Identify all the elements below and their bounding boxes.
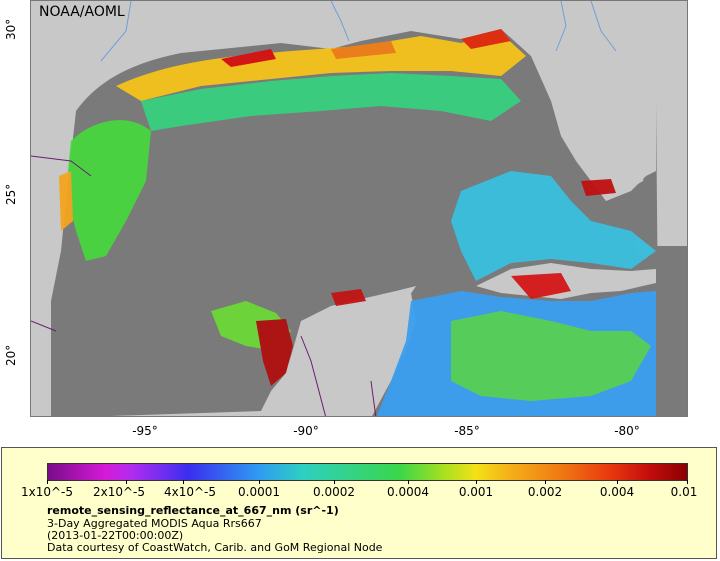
florida-land	[546, 16, 646, 191]
colorbar-label: 1x10^-5	[20, 485, 74, 499]
colorbar	[47, 463, 688, 481]
data-campeche-red	[256, 319, 293, 386]
data-cuba-red	[511, 273, 571, 299]
cb-tick-3	[183, 480, 184, 484]
data-caribbean-green	[451, 311, 651, 401]
colorbar-label: 0.01	[670, 485, 698, 499]
colorbar-label: 0.004	[599, 485, 635, 499]
data-coastal-red-2	[461, 29, 511, 49]
data-west-orange	[59, 171, 73, 231]
x-tick-95: -95°	[132, 424, 158, 438]
x-tick-85: -85°	[454, 424, 480, 438]
x-tick-80: -80°	[614, 424, 640, 438]
y-tick-30: 30°	[4, 18, 18, 40]
legend-title: remote_sensing_reflectance_at_667_nm (sr…	[47, 504, 339, 517]
x-tick-90: -90°	[293, 424, 319, 438]
colorbar-label: 4x10^-5	[163, 485, 217, 499]
cb-tick-5	[334, 480, 335, 484]
data-shelf-west	[66, 120, 151, 261]
data-shelf-north	[141, 73, 521, 131]
y-tick-25: 25°	[4, 183, 18, 205]
cb-tick-6	[408, 480, 409, 484]
cb-tick-4	[259, 480, 260, 484]
cuba-land	[476, 263, 656, 299]
data-coastal-orange	[331, 41, 396, 59]
y-tick-20: 20°	[4, 344, 18, 366]
legend-date: (2013-01-22T00:00:00Z)	[47, 529, 184, 542]
reflectance-data	[59, 29, 656, 416]
cb-tick-8	[545, 480, 546, 484]
data-florida-red	[581, 179, 616, 196]
data-coastal-north-red	[221, 49, 276, 67]
map-panel[interactable]: NOAA/AOML	[30, 0, 688, 417]
colorbar-label: 0.0001	[238, 485, 280, 499]
map-canvas	[31, 1, 687, 416]
cb-tick-2	[126, 480, 127, 484]
colorbar-label: 0.0004	[387, 485, 429, 499]
yucatan-land	[271, 293, 416, 416]
colorbar-label: 0.002	[527, 485, 563, 499]
legend-credit: Data courtesy of CoastWatch, Carib. and …	[47, 541, 383, 554]
cb-tick-9	[617, 480, 618, 484]
cb-tick-1	[47, 480, 48, 484]
map-credit: NOAA/AOML	[39, 4, 125, 20]
colorbar-label: 0.0002	[313, 485, 355, 499]
colorbar-label: 0.001	[458, 485, 494, 499]
legend-dataset: 3-Day Aggregated MODIS Aqua Rrs667	[47, 517, 262, 530]
cb-tick-10	[687, 480, 688, 484]
rivers	[100, 1, 617, 62]
data-yucatan-red	[331, 289, 366, 306]
data-coastal-north	[116, 33, 526, 101]
cb-tick-7	[476, 480, 477, 484]
data-east-shelf	[451, 171, 656, 281]
political-borders	[31, 155, 377, 416]
colorbar-label: 2x10^-5	[92, 485, 146, 499]
